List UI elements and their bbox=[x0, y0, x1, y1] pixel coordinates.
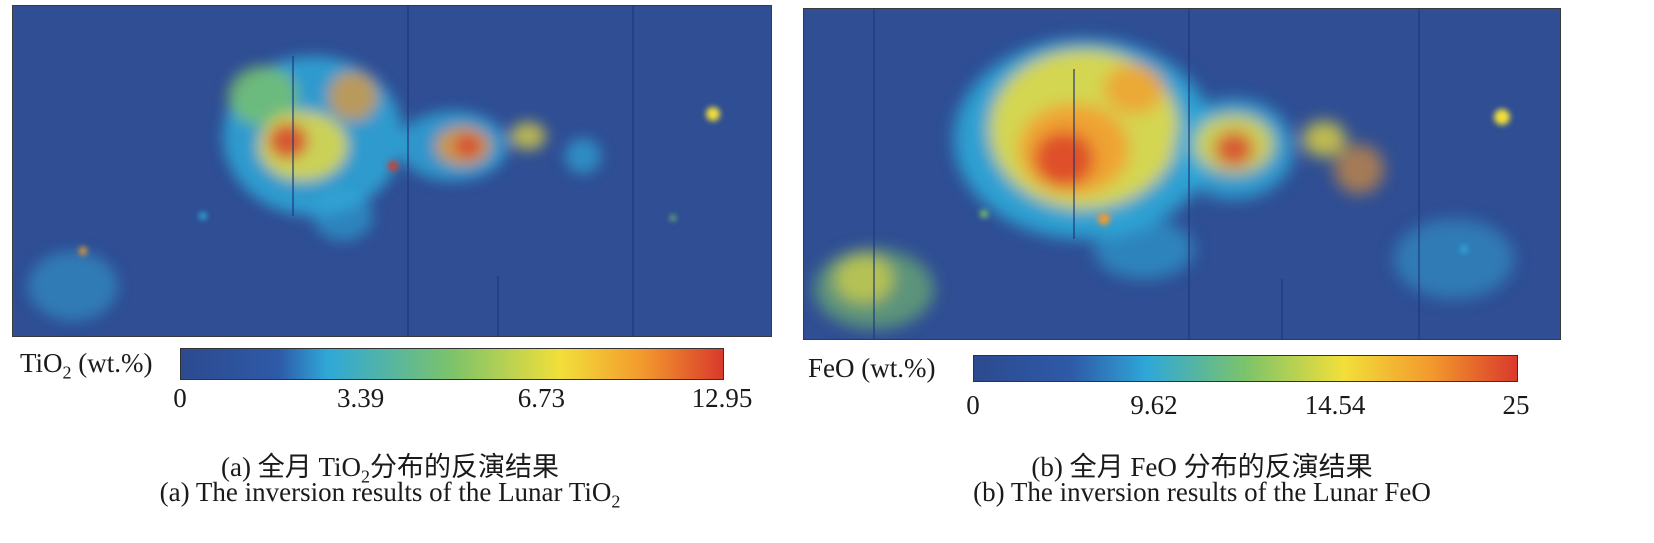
tio2-mare-regions bbox=[28, 56, 601, 321]
tio2-colorbar bbox=[180, 348, 724, 380]
tio2-tick-3: 12.95 bbox=[691, 383, 753, 413]
feo-colorbar bbox=[973, 355, 1518, 382]
feo-mare-regions bbox=[814, 39, 1514, 329]
tio2-map bbox=[12, 5, 772, 337]
feo-map bbox=[803, 8, 1561, 340]
tio2-scan-lines bbox=[292, 6, 634, 336]
feo-craters bbox=[980, 109, 1510, 253]
tio2-tick-0: 0 bbox=[173, 383, 187, 413]
feo-tick-3: 25 bbox=[1502, 390, 1530, 420]
tio2-tick-1: 3.39 bbox=[337, 383, 385, 413]
tio2-tick-2: 6.73 bbox=[517, 383, 565, 413]
tio2-map-svg bbox=[13, 6, 771, 336]
tio2-caption-zh: (a) 全月 TiO2分布的反演结果 bbox=[220, 452, 559, 487]
tio2-craters bbox=[79, 107, 720, 255]
feo-caption-zh: (b) 全月 FeO 分布的反演结果 bbox=[1031, 452, 1373, 482]
panel-feo: FeO (wt.%) 0 9.62 14.54 25 (b) 全月 FeO 分布的反演… bbox=[790, 0, 1654, 543]
feo-caption-en: (b) The inversion results of the Lunar F… bbox=[973, 477, 1431, 507]
panel-tio2: TiO2 (wt.%) 0 3.39 6.73 12.95 (a) 全月 TiO2分布… bbox=[0, 0, 780, 543]
feo-tick-1: 9.62 bbox=[1130, 390, 1178, 420]
feo-tick-2: 14.54 bbox=[1304, 390, 1366, 420]
feo-colorbar-label: FeO (wt.%) bbox=[808, 353, 936, 383]
tio2-colorbar-label: TiO2 (wt.%) bbox=[20, 348, 153, 383]
feo-tick-0: 0 bbox=[966, 390, 980, 420]
feo-map-svg bbox=[804, 9, 1560, 339]
tio2-caption-en: (a) The inversion results of the Lunar T… bbox=[159, 477, 621, 512]
feo-scan-lines bbox=[873, 9, 1420, 339]
